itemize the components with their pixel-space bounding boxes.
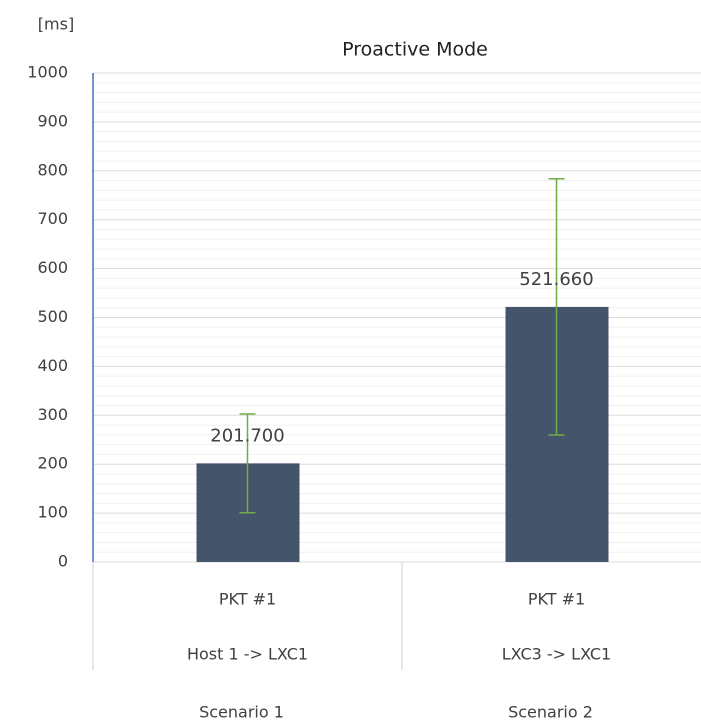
x-tick-label: PKT #1 bbox=[528, 590, 585, 609]
chart-title: Proactive Mode bbox=[342, 39, 488, 61]
y-tick-label: 300 bbox=[37, 405, 68, 424]
y-axis-label: [ms] bbox=[38, 15, 74, 34]
y-tick-label: 0 bbox=[58, 552, 68, 571]
data-label: 521.660 bbox=[519, 269, 593, 290]
y-tick-label: 400 bbox=[37, 356, 68, 375]
x-group-label: Scenario 2 bbox=[508, 703, 593, 722]
data-label: 201.700 bbox=[210, 425, 284, 446]
y-tick-label: 600 bbox=[37, 258, 68, 277]
y-tick-label: 700 bbox=[37, 209, 68, 228]
x-subcategory-label: Host 1 -> LXC1 bbox=[187, 645, 308, 664]
y-tick-label: 800 bbox=[37, 160, 68, 179]
y-tick-label: 500 bbox=[37, 307, 68, 326]
y-tick-label: 900 bbox=[37, 111, 68, 130]
y-tick-label: 100 bbox=[37, 503, 68, 522]
x-subcategory-label: LXC3 -> LXC1 bbox=[502, 645, 611, 664]
x-tick-label: PKT #1 bbox=[219, 590, 276, 609]
y-tick-label: 1000 bbox=[27, 63, 68, 82]
x-group-label: Scenario 1 bbox=[199, 703, 284, 722]
y-tick-label: 200 bbox=[37, 454, 68, 473]
